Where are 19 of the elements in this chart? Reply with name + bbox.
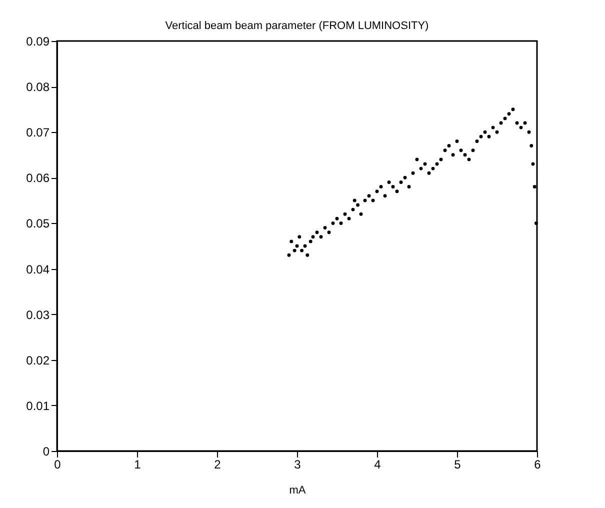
y-tick-label: 0.09 bbox=[26, 34, 50, 48]
y-tick-label: 0.08 bbox=[26, 80, 50, 94]
y-tick-label: 0.03 bbox=[26, 308, 50, 322]
x-tick-label: 4 bbox=[374, 458, 382, 472]
y-tick-label: 0.02 bbox=[26, 353, 50, 368]
y-tick-label: 0.04 bbox=[26, 262, 50, 276]
y-tick-label: 0.06 bbox=[26, 171, 50, 186]
x-tick-label: 0 bbox=[54, 458, 62, 472]
y-tick-label: 0.05 bbox=[26, 216, 50, 231]
y-tick-label: 0.07 bbox=[26, 126, 50, 140]
x-tick-label: 3 bbox=[294, 458, 302, 472]
x-tick-label: 2 bbox=[214, 458, 222, 472]
x-tick-label: 5 bbox=[454, 458, 462, 472]
chart-title: Vertical beam beam parameter (FROM LUMINOSITY) bbox=[165, 20, 429, 32]
y-tick-label: 0.01 bbox=[26, 398, 50, 413]
y-tick-label: 0 bbox=[42, 444, 50, 458]
x-tick-label: 6 bbox=[534, 458, 542, 472]
x-tick-label: 1 bbox=[134, 458, 142, 472]
x-axis-title: mA bbox=[289, 484, 306, 496]
